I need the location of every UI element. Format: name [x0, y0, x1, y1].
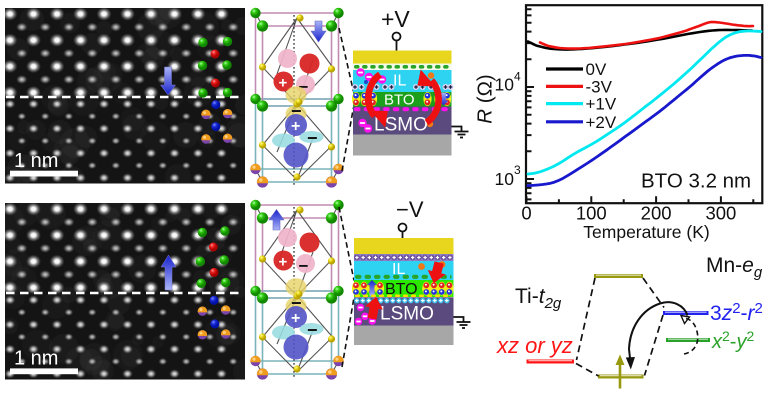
svg-text:+: + — [279, 254, 288, 271]
svg-text:0V: 0V — [586, 60, 607, 79]
svg-text:−V: −V — [396, 197, 424, 222]
svg-text:−: − — [291, 101, 302, 121]
svg-text:R (Ω): R (Ω) — [474, 74, 497, 124]
svg-text:4: 4 — [514, 70, 521, 84]
svg-text:BTO: BTO — [384, 92, 415, 109]
svg-text:1 nm: 1 nm — [14, 348, 58, 370]
svg-text:Ti-t2g: Ti-t2g — [515, 285, 562, 312]
svg-text:+V: +V — [381, 6, 410, 32]
svg-text:Mn-eg: Mn-eg — [706, 254, 763, 281]
svg-text:−: − — [307, 128, 318, 148]
svg-text:+1V: +1V — [586, 95, 617, 114]
svg-text:LSMO: LSMO — [380, 304, 434, 325]
svg-text:+2V: +2V — [586, 113, 617, 132]
svg-text:0: 0 — [521, 203, 531, 224]
svg-text:100: 100 — [576, 203, 607, 224]
svg-text:LSMO: LSMO — [374, 115, 428, 136]
svg-text:1 nm: 1 nm — [14, 150, 58, 172]
svg-text:300: 300 — [705, 203, 736, 224]
svg-text:-3V: -3V — [586, 77, 613, 96]
svg-text:xz or yz: xz or yz — [496, 333, 573, 358]
svg-text:10: 10 — [495, 169, 515, 189]
svg-text:+: + — [291, 310, 300, 327]
svg-text:IL: IL — [393, 73, 406, 90]
svg-text:−: − — [307, 320, 318, 340]
svg-text:BTO 3.2 nm: BTO 3.2 nm — [641, 170, 751, 193]
svg-text:3z2-r2: 3z2-r2 — [710, 300, 763, 325]
svg-text:+: + — [279, 75, 288, 92]
svg-text:−: − — [291, 293, 302, 313]
svg-text:−: − — [299, 78, 309, 97]
svg-text:IL: IL — [392, 261, 405, 278]
svg-text:10: 10 — [495, 75, 515, 95]
svg-text:BTO: BTO — [385, 281, 418, 298]
svg-text:3: 3 — [514, 163, 521, 177]
svg-text:+: + — [291, 118, 300, 135]
svg-text:−: − — [299, 257, 309, 276]
svg-text:Temperature (K): Temperature (K) — [583, 222, 709, 242]
svg-text:200: 200 — [641, 203, 672, 224]
svg-text:x2-y2: x2-y2 — [711, 328, 754, 353]
